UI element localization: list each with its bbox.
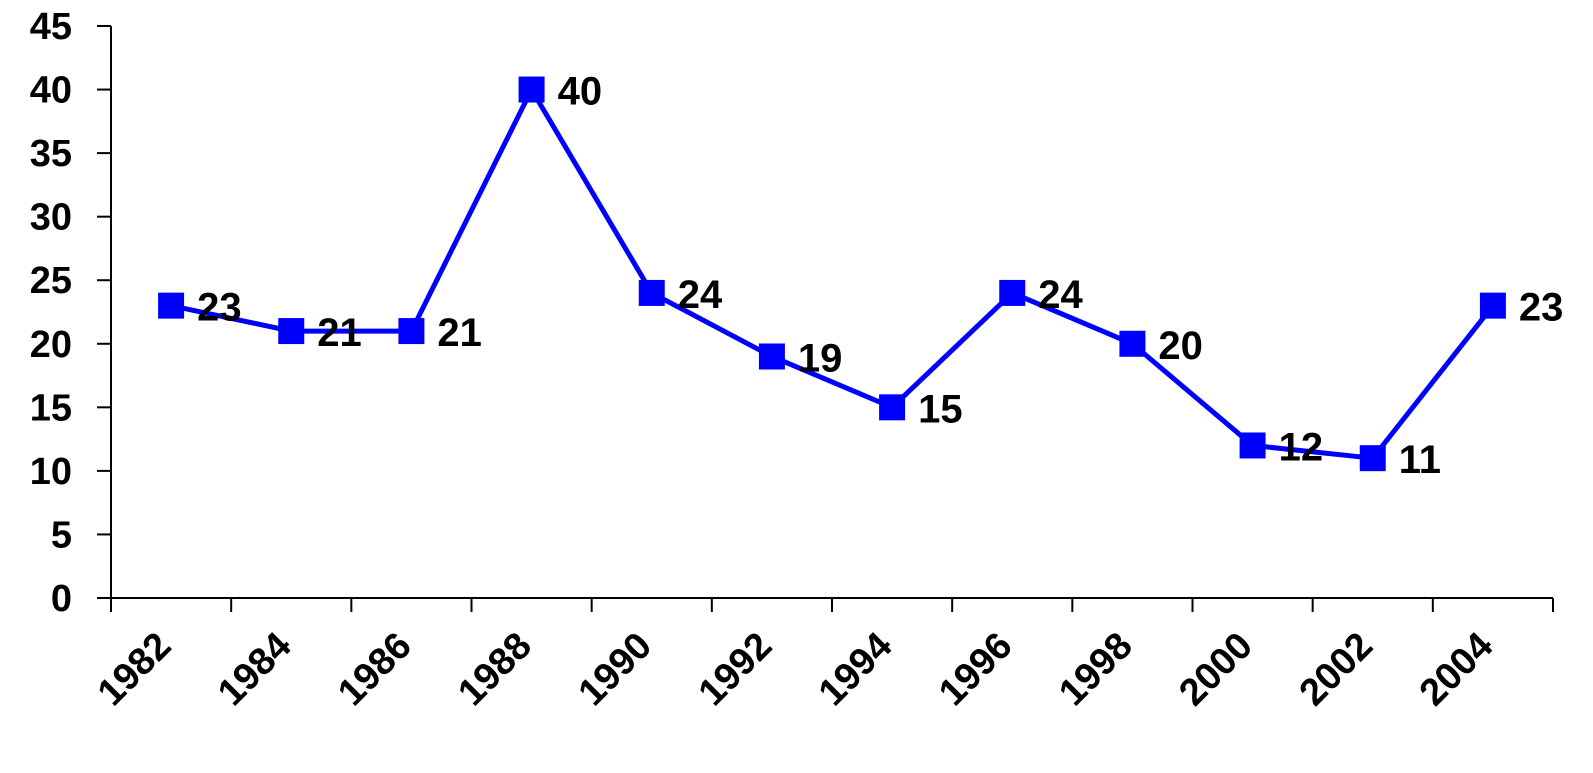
data-point — [638, 279, 665, 306]
data-point — [398, 318, 425, 345]
data-label: 24 — [1038, 273, 1083, 317]
y-axis-labels: 0 5 10 15 20 25 30 35 40 45 — [30, 6, 72, 620]
y-tick-label: 25 — [30, 260, 72, 302]
data-label: 40 — [558, 70, 603, 114]
y-tick-label: 45 — [30, 6, 72, 48]
data-point — [1119, 330, 1146, 357]
data-label: 23 — [1519, 286, 1564, 330]
x-tick-label: 1986 — [330, 625, 419, 714]
data-point — [518, 76, 545, 103]
x-tick-label: 1994 — [811, 625, 900, 714]
data-label: 21 — [317, 311, 362, 355]
data-label: 24 — [678, 273, 723, 317]
x-axis-labels: 1982 1984 1986 1988 1990 1992 1994 1996 1998 2000… — [90, 625, 1501, 714]
series-line — [170, 84, 1495, 461]
data-label: 20 — [1158, 324, 1203, 368]
y-tick-label: 20 — [30, 324, 72, 366]
x-tick-label: 1998 — [1051, 625, 1140, 714]
y-tick-label: 10 — [30, 451, 72, 493]
data-label: 11 — [1399, 438, 1441, 482]
data-label: 21 — [437, 311, 482, 355]
x-tick-label: 1990 — [571, 625, 660, 714]
x-tick-label: 1996 — [931, 625, 1020, 714]
data-point — [1239, 432, 1266, 459]
x-tick-label: 1992 — [691, 625, 780, 714]
data-label: 19 — [798, 336, 843, 380]
y-tick-label: 30 — [30, 197, 72, 239]
x-tick-label: 1988 — [450, 625, 539, 714]
x-tick-label: 2000 — [1171, 625, 1260, 714]
data-point — [1479, 292, 1506, 319]
data-point — [158, 292, 185, 319]
y-axis-ticks — [97, 25, 111, 599]
y-tick-label: 35 — [30, 133, 72, 175]
y-tick-label: 0 — [51, 578, 72, 620]
x-tick-label: 1984 — [210, 625, 299, 714]
data-label: 15 — [918, 387, 963, 431]
x-tick-label: 1982 — [90, 625, 179, 714]
data-label: 12 — [1279, 425, 1324, 469]
series-markers — [158, 76, 1506, 472]
data-labels: 23 21 21 40 24 19 15 24 20 12 11 23 — [197, 70, 1563, 483]
x-axis-ticks — [110, 598, 1554, 612]
x-tick-label: 2002 — [1292, 625, 1381, 714]
data-point — [278, 318, 305, 345]
x-tick-label: 2004 — [1412, 625, 1501, 714]
data-label: 23 — [197, 286, 242, 330]
data-point — [879, 394, 906, 421]
data-point — [758, 343, 785, 370]
y-tick-label: 40 — [30, 70, 72, 112]
data-point — [1359, 445, 1386, 472]
y-tick-label: 15 — [30, 387, 72, 429]
data-point — [999, 279, 1026, 306]
y-tick-label: 5 — [51, 514, 72, 556]
